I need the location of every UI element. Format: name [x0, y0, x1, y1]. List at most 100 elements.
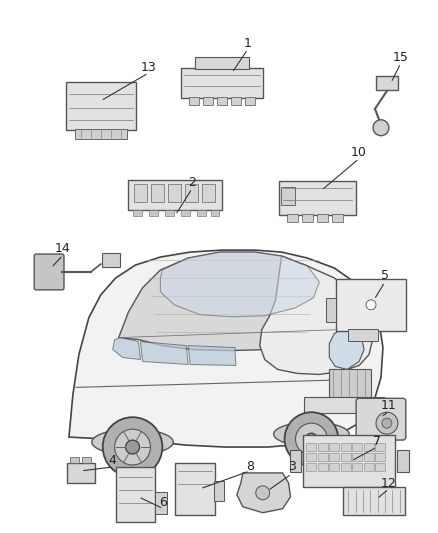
FancyBboxPatch shape [155, 492, 167, 514]
FancyBboxPatch shape [168, 184, 181, 203]
FancyBboxPatch shape [376, 76, 398, 91]
Polygon shape [260, 256, 373, 375]
Polygon shape [160, 252, 319, 317]
FancyBboxPatch shape [336, 279, 406, 330]
FancyBboxPatch shape [181, 68, 263, 98]
FancyBboxPatch shape [302, 214, 313, 222]
FancyBboxPatch shape [364, 463, 374, 471]
Text: 3: 3 [288, 461, 296, 473]
FancyBboxPatch shape [116, 467, 155, 522]
Polygon shape [113, 337, 141, 360]
FancyBboxPatch shape [34, 254, 64, 290]
FancyBboxPatch shape [332, 214, 343, 222]
Text: 13: 13 [141, 61, 156, 74]
FancyBboxPatch shape [214, 481, 224, 501]
FancyBboxPatch shape [133, 211, 142, 216]
FancyBboxPatch shape [329, 453, 339, 461]
FancyBboxPatch shape [397, 450, 409, 472]
Text: 11: 11 [381, 399, 397, 412]
Text: 1: 1 [244, 37, 252, 50]
FancyBboxPatch shape [326, 298, 336, 322]
FancyBboxPatch shape [217, 97, 227, 105]
Circle shape [115, 429, 150, 465]
Polygon shape [237, 473, 290, 513]
FancyBboxPatch shape [197, 211, 205, 216]
FancyBboxPatch shape [102, 253, 120, 267]
FancyBboxPatch shape [352, 443, 362, 451]
FancyBboxPatch shape [341, 463, 351, 471]
FancyBboxPatch shape [201, 184, 215, 203]
Text: 12: 12 [381, 478, 397, 490]
Text: 4: 4 [109, 455, 117, 467]
Polygon shape [188, 345, 236, 366]
FancyBboxPatch shape [189, 97, 199, 105]
FancyBboxPatch shape [329, 369, 371, 397]
Circle shape [366, 300, 376, 310]
FancyBboxPatch shape [318, 463, 328, 471]
Text: 2: 2 [188, 176, 196, 189]
FancyBboxPatch shape [75, 129, 127, 139]
FancyBboxPatch shape [318, 453, 328, 461]
Ellipse shape [92, 429, 173, 455]
Text: 10: 10 [351, 146, 367, 159]
FancyBboxPatch shape [375, 463, 385, 471]
Polygon shape [141, 342, 188, 365]
FancyBboxPatch shape [194, 57, 249, 69]
Polygon shape [69, 250, 383, 447]
FancyBboxPatch shape [341, 443, 351, 451]
FancyBboxPatch shape [343, 487, 405, 515]
FancyBboxPatch shape [364, 453, 374, 461]
Circle shape [305, 433, 318, 445]
FancyBboxPatch shape [66, 82, 135, 130]
FancyBboxPatch shape [185, 184, 198, 203]
FancyBboxPatch shape [71, 456, 79, 464]
Circle shape [296, 423, 327, 455]
Circle shape [126, 440, 140, 454]
FancyBboxPatch shape [165, 211, 174, 216]
FancyBboxPatch shape [149, 211, 158, 216]
FancyBboxPatch shape [375, 443, 385, 451]
Text: 5: 5 [381, 270, 389, 282]
FancyBboxPatch shape [290, 450, 301, 472]
FancyBboxPatch shape [304, 397, 384, 413]
FancyBboxPatch shape [341, 453, 351, 461]
FancyBboxPatch shape [329, 443, 339, 451]
FancyBboxPatch shape [348, 329, 378, 341]
FancyBboxPatch shape [352, 453, 362, 461]
Text: 6: 6 [159, 496, 167, 509]
Ellipse shape [274, 422, 349, 446]
FancyBboxPatch shape [375, 453, 385, 461]
Circle shape [373, 120, 389, 136]
Text: 8: 8 [246, 461, 254, 473]
FancyBboxPatch shape [181, 211, 190, 216]
Polygon shape [329, 328, 364, 369]
FancyBboxPatch shape [304, 435, 395, 487]
FancyBboxPatch shape [352, 463, 362, 471]
FancyBboxPatch shape [82, 456, 91, 464]
FancyBboxPatch shape [203, 97, 213, 105]
FancyBboxPatch shape [245, 97, 255, 105]
FancyBboxPatch shape [231, 97, 241, 105]
FancyBboxPatch shape [134, 184, 147, 203]
FancyBboxPatch shape [329, 463, 339, 471]
FancyBboxPatch shape [175, 463, 215, 515]
Text: 14: 14 [55, 241, 71, 255]
FancyBboxPatch shape [307, 453, 316, 461]
FancyBboxPatch shape [364, 443, 374, 451]
FancyBboxPatch shape [279, 181, 356, 215]
FancyBboxPatch shape [151, 184, 164, 203]
FancyBboxPatch shape [287, 214, 298, 222]
FancyBboxPatch shape [281, 188, 294, 205]
FancyBboxPatch shape [67, 463, 95, 483]
Circle shape [382, 418, 392, 428]
Polygon shape [119, 252, 331, 351]
Text: 7: 7 [373, 434, 381, 448]
FancyBboxPatch shape [307, 443, 316, 451]
Circle shape [376, 412, 398, 434]
Text: 15: 15 [393, 51, 409, 63]
Circle shape [256, 486, 270, 500]
FancyBboxPatch shape [307, 463, 316, 471]
Circle shape [103, 417, 162, 477]
FancyBboxPatch shape [317, 214, 328, 222]
Circle shape [285, 412, 338, 466]
